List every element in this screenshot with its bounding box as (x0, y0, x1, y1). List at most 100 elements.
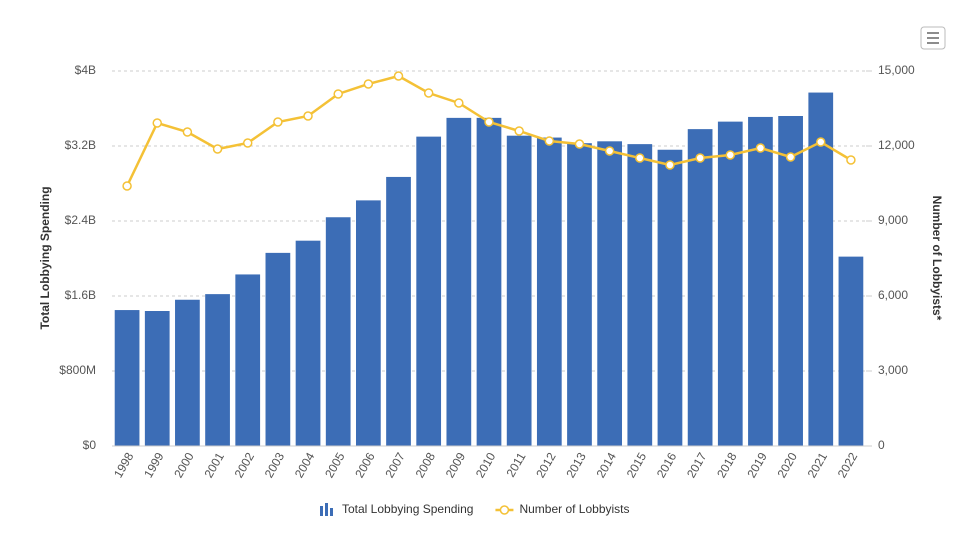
bar (295, 240, 321, 446)
line-point (212, 144, 223, 154)
bar (114, 310, 140, 446)
line-point (333, 89, 343, 99)
legend-label: Number of Lobbyists (519, 502, 629, 516)
x-tick-label: 2004 (292, 450, 318, 480)
x-tick-label: 2001 (201, 450, 227, 480)
menu-button[interactable] (920, 26, 946, 50)
legend-item[interactable]: Number of Lobbyists (495, 502, 630, 516)
bar (386, 176, 411, 446)
y-tick-label: $4B (75, 63, 96, 77)
bar (717, 121, 743, 446)
line-point (122, 181, 132, 191)
line-point (755, 143, 766, 153)
bar (657, 149, 683, 446)
x-tick-label: 2018 (714, 450, 740, 480)
line-point (846, 155, 856, 165)
bar (205, 294, 230, 446)
line-point (363, 79, 374, 89)
x-tick-label: 2002 (232, 450, 258, 480)
bar (476, 117, 502, 446)
y2-tick-label: 6,000 (878, 288, 908, 302)
bar (536, 137, 562, 446)
bar (597, 141, 623, 446)
line-point (514, 126, 524, 136)
y2-tick-label: 15,000 (878, 63, 915, 77)
bar (325, 217, 351, 446)
line-point (303, 111, 313, 121)
bar (355, 200, 381, 446)
x-tick-label: 2020 (774, 450, 800, 480)
bar (687, 129, 713, 446)
line-point (393, 71, 404, 81)
x-tick-label: 2000 (171, 450, 197, 480)
x-tick-label: 2005 (322, 450, 348, 480)
bar (144, 311, 170, 446)
x-tick-label: 2015 (624, 450, 650, 480)
legend: Total Lobbying Spending Number of Lobbyis… (320, 502, 630, 516)
line-point (574, 139, 585, 149)
y-tick-label: $800M (59, 363, 96, 377)
x-tick-label: 2006 (352, 450, 378, 480)
bar (627, 144, 653, 446)
x-tick-label: 2007 (382, 450, 408, 480)
line-point (695, 153, 705, 163)
bar (265, 252, 291, 446)
x-tick-label: 2022 (835, 450, 861, 480)
bar (416, 136, 442, 446)
line-point (484, 117, 494, 127)
line-point (635, 153, 645, 163)
x-tick-label: 2016 (654, 450, 680, 480)
x-tick-label: 2011 (503, 450, 528, 480)
legend-icon (325, 503, 328, 516)
line-point (273, 117, 283, 127)
y-axis-title: Total Lobbying Spending (38, 186, 52, 329)
x-tick-label: 2019 (744, 450, 770, 480)
legend-icon (330, 508, 333, 516)
bar (567, 143, 592, 446)
y-tick-label: $1.6B (65, 288, 96, 302)
bar (808, 92, 834, 446)
x-tick-label: 2013 (563, 450, 589, 480)
bar (778, 116, 803, 446)
x-tick-label: 1999 (141, 450, 167, 480)
y2-tick-label: 9,000 (878, 213, 908, 227)
line-point (725, 150, 736, 160)
x-tick-label: 2014 (594, 450, 620, 480)
line-point (665, 160, 675, 170)
y-tick-label: $3.2B (65, 138, 96, 152)
y2-tick-label: 0 (878, 438, 885, 452)
bar (235, 274, 261, 446)
x-tick-label: 2021 (805, 450, 831, 480)
x-tick-label: 2012 (533, 450, 559, 480)
x-tick-label: 1998 (111, 450, 137, 480)
bar (175, 299, 200, 446)
y-tick-label: $0 (83, 438, 97, 452)
y2-tick-label: 3,000 (878, 363, 908, 377)
legend-icon (499, 505, 510, 515)
bar (838, 256, 864, 446)
line-point (454, 98, 464, 108)
line-point (816, 137, 826, 147)
line-point (544, 136, 555, 146)
y2-tick-label: 12,000 (878, 138, 915, 152)
legend-icon (320, 506, 323, 516)
line-point (423, 88, 434, 98)
bar (506, 135, 532, 446)
legend-label: Total Lobbying Spending (342, 502, 473, 516)
bar (446, 117, 472, 446)
line-point (152, 118, 162, 128)
x-tick-label: 2003 (262, 450, 288, 480)
line-point (182, 127, 193, 137)
bar (748, 116, 773, 446)
line-point (604, 146, 615, 156)
line-point (785, 152, 796, 162)
x-tick-label: 2017 (684, 450, 710, 480)
line-point (242, 138, 253, 148)
legend-item[interactable]: Total Lobbying Spending (320, 502, 473, 516)
x-tick-label: 2009 (443, 450, 469, 480)
y2-axis-title: Number of Lobbyists* (930, 196, 944, 321)
x-tick-label: 2008 (413, 450, 439, 480)
x-tick-label: 2010 (473, 450, 499, 480)
y-tick-label: $2.4B (65, 213, 96, 227)
